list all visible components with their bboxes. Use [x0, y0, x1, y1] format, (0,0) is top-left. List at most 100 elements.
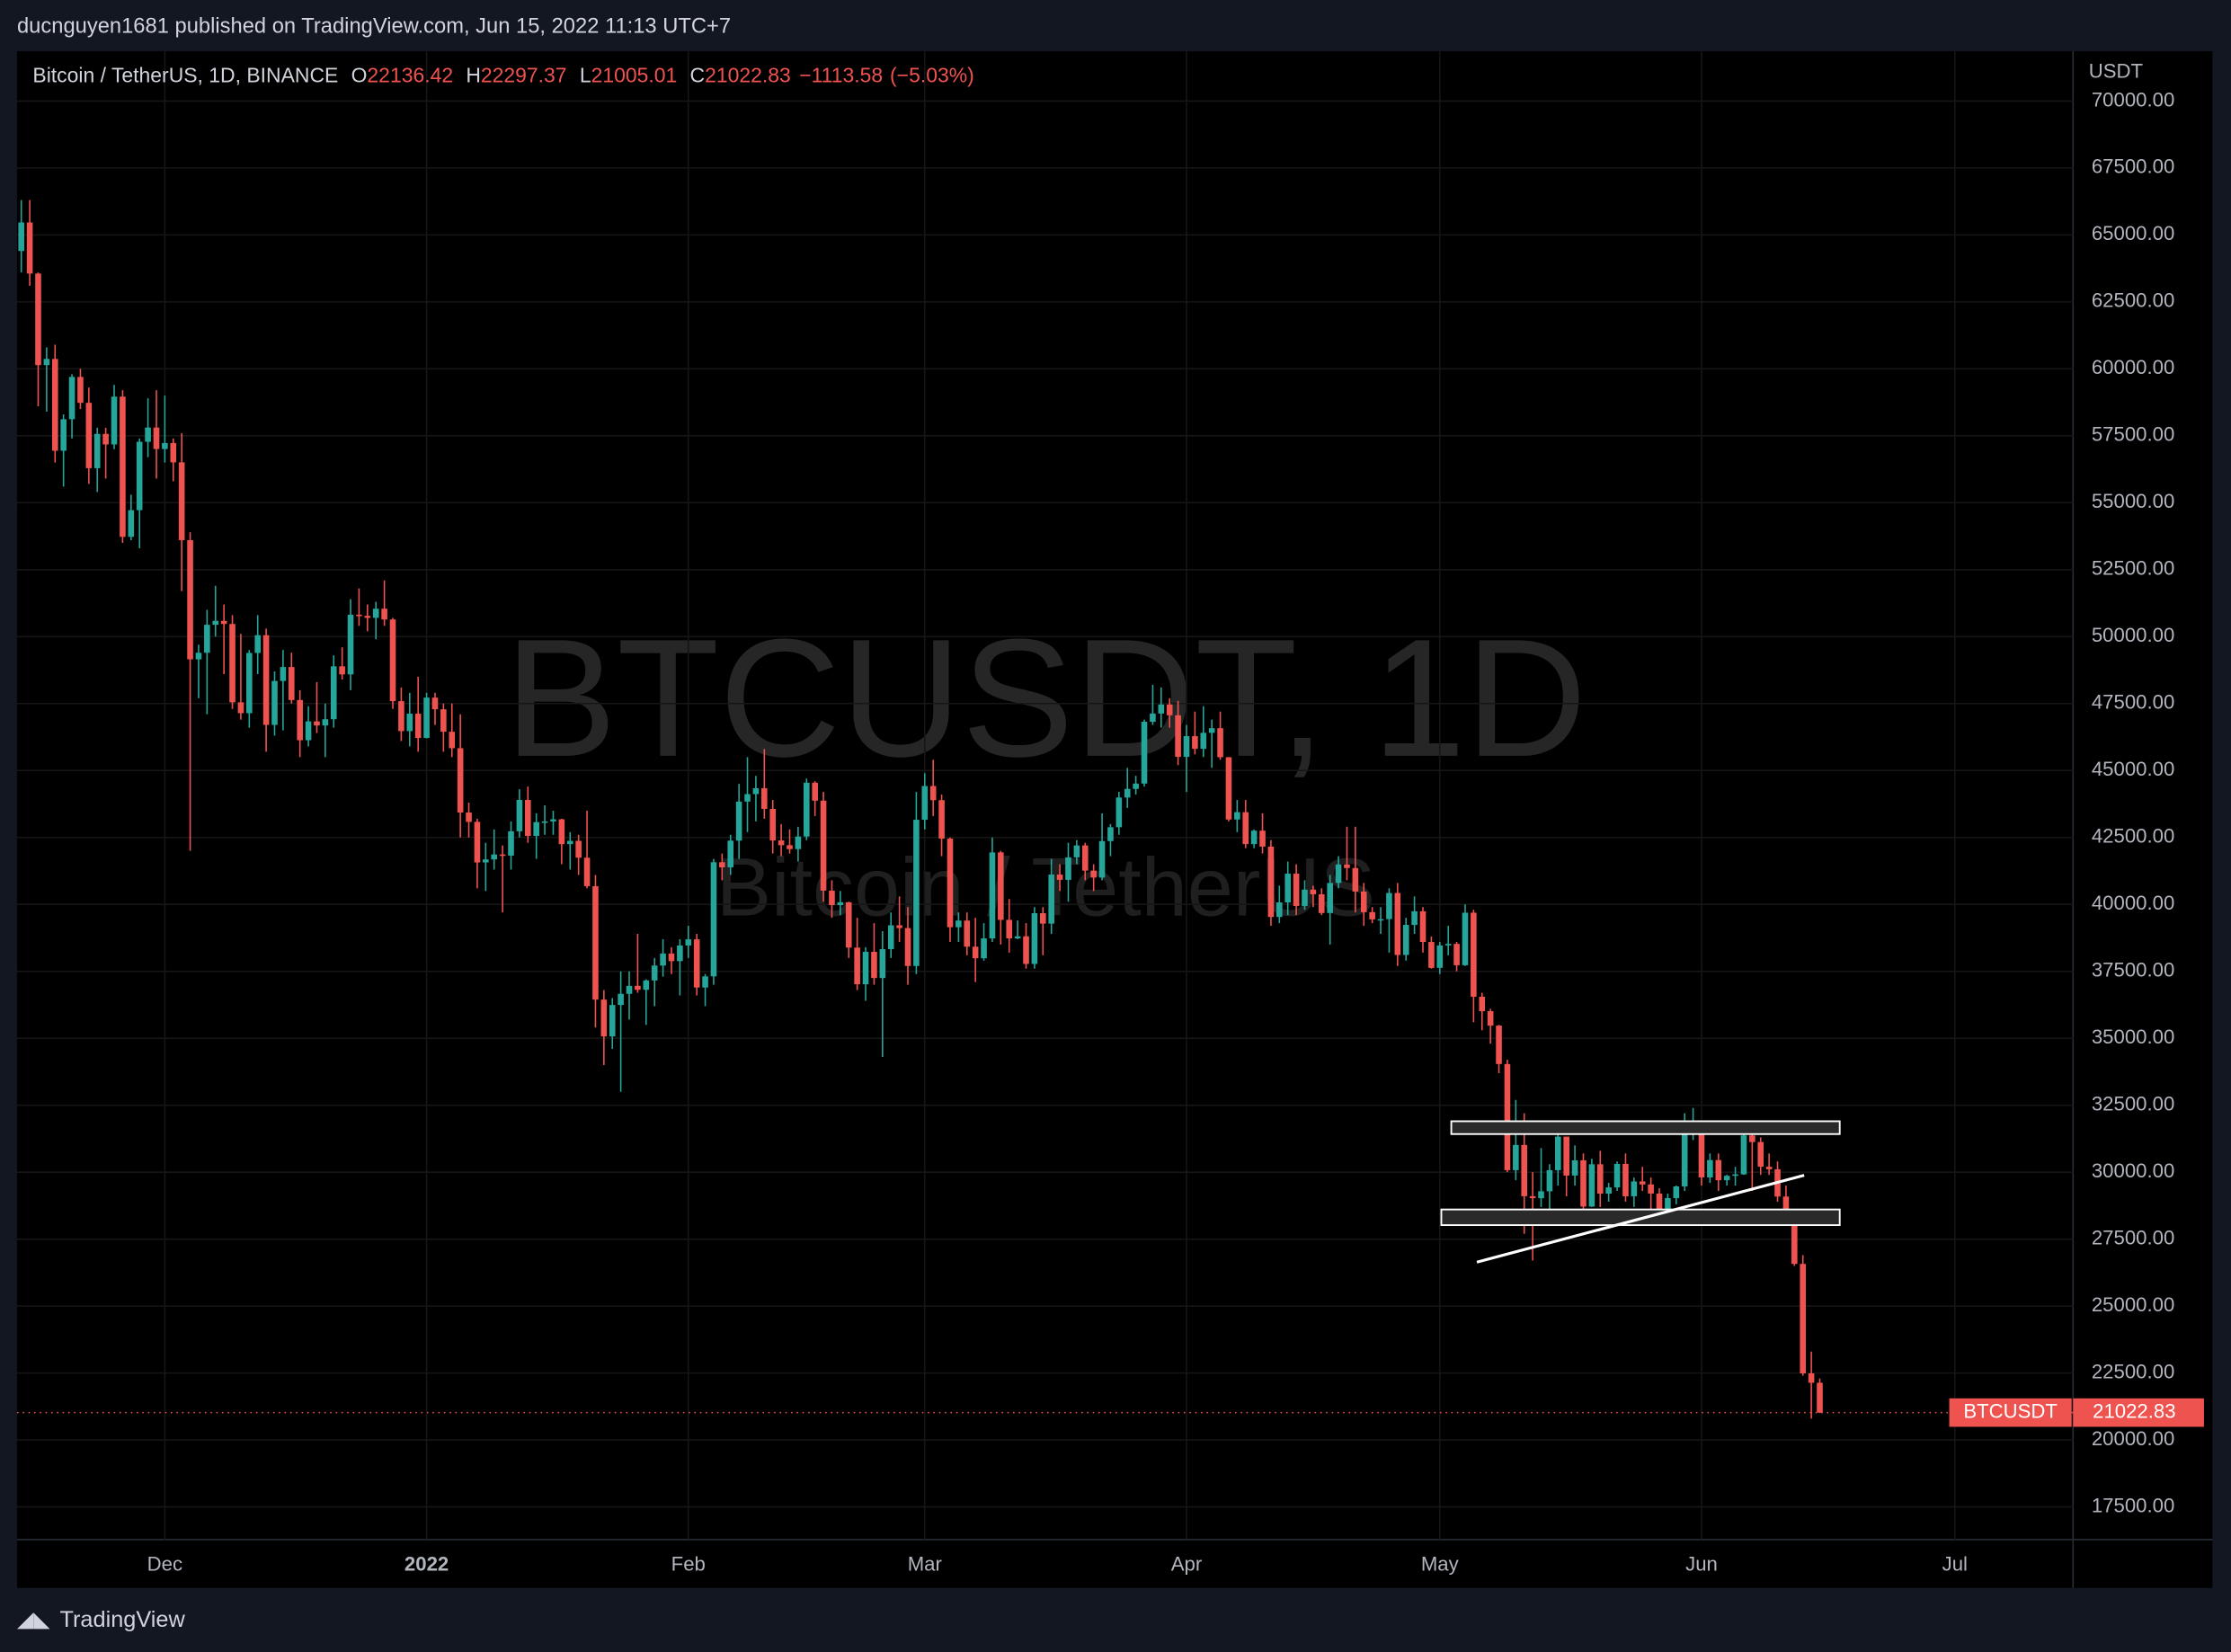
legend-header: Bitcoin / TetherUS, 1D, BINANCE O22136.42…: [32, 64, 973, 87]
candle-body: [195, 653, 202, 660]
candle-body: [339, 666, 345, 675]
candle-body: [904, 928, 911, 966]
candle-body: [60, 419, 67, 451]
y-tick-label: 52500.00: [2092, 557, 2174, 580]
x-tick-label: Dec: [147, 1552, 182, 1575]
candle-body: [1318, 893, 1325, 913]
candle-body: [178, 462, 185, 540]
y-tick-label: 40000.00: [2092, 892, 2174, 914]
candle-body: [1622, 1163, 1629, 1196]
candle-body: [1217, 728, 1223, 758]
candle-body: [204, 625, 210, 653]
candle-body: [575, 840, 582, 858]
brand: TradingView: [59, 1607, 185, 1632]
candle-body: [1588, 1164, 1595, 1207]
ohlc-key: L: [580, 64, 591, 87]
candle-body: [305, 721, 312, 741]
candle-body: [1673, 1186, 1680, 1199]
candle-body: [837, 901, 844, 905]
y-tick-label: 35000.00: [2092, 1026, 2174, 1048]
candle-body: [516, 799, 523, 831]
candle-body: [102, 433, 109, 445]
candle-body: [947, 839, 954, 928]
candle-body: [1276, 902, 1283, 918]
candle-body: [1462, 912, 1469, 965]
candle-body: [449, 732, 456, 749]
candle-body: [1141, 722, 1148, 784]
candle-body: [1073, 845, 1080, 857]
symbol: Bitcoin / TetherUS, 1D, BINANCE: [32, 64, 338, 87]
candle-body: [237, 702, 244, 714]
candle-body: [1513, 1144, 1519, 1170]
candle-body: [1377, 919, 1384, 921]
candle-body: [1707, 1159, 1713, 1177]
candle-body: [803, 782, 810, 837]
candle-body: [457, 748, 464, 813]
candle-body: [862, 951, 869, 985]
change: −1113.58: [799, 64, 883, 87]
candle-body: [372, 608, 379, 618]
candle-body: [693, 939, 700, 988]
candle-body: [643, 980, 650, 990]
candle-body: [1006, 919, 1013, 939]
candle-body: [1284, 874, 1291, 903]
candle-body: [93, 433, 101, 468]
candle-body: [1293, 874, 1300, 906]
candle-body: [499, 854, 506, 857]
candle-body: [1116, 797, 1123, 828]
candle-body: [1631, 1181, 1638, 1196]
candle-body: [314, 721, 320, 726]
candle-body: [389, 619, 396, 702]
annotations: [1440, 1120, 1841, 1264]
candle-body: [795, 836, 802, 849]
y-tick-label: 70000.00: [2092, 88, 2174, 111]
candle-body: [1056, 875, 1063, 880]
candle-body: [18, 222, 24, 252]
y-tick-label: 60000.00: [2092, 356, 2174, 378]
candle-body: [1757, 1141, 1764, 1168]
candle-body: [280, 667, 287, 681]
candle-body: [1175, 715, 1181, 758]
candle-body: [1360, 891, 1367, 912]
candle-body: [297, 699, 303, 741]
candle-body: [1098, 840, 1106, 878]
y-tick-label: 20000.00: [2092, 1427, 2174, 1450]
candle-body: [1580, 1159, 1587, 1207]
candle-body: [1090, 870, 1097, 878]
candle-body: [1698, 1124, 1705, 1177]
x-tick-label: May: [1421, 1552, 1460, 1575]
candle-body: [1023, 936, 1029, 964]
candle-body: [1040, 913, 1046, 924]
candle-body: [254, 635, 261, 653]
grid: [16, 50, 2074, 1540]
candle-body: [1791, 1214, 1798, 1265]
candle-body: [1613, 1163, 1621, 1188]
candle-body: [1529, 1195, 1536, 1199]
brand-icon: ◢◣: [17, 1608, 50, 1631]
candle-body: [1419, 910, 1427, 943]
candle-body: [1386, 893, 1392, 919]
candle-body: [229, 624, 236, 703]
y-tick-label: 27500.00: [2092, 1227, 2174, 1249]
candle-body: [1310, 889, 1317, 894]
candle-body: [1782, 1196, 1790, 1215]
y-tick-label: 25000.00: [2092, 1293, 2174, 1316]
candle-body: [913, 820, 920, 966]
candle-body: [1639, 1181, 1646, 1185]
candle-body: [1479, 996, 1486, 1012]
ohlc-value: 21005.01: [591, 64, 678, 87]
candle-body: [1723, 1176, 1730, 1181]
candle-body: [347, 614, 354, 675]
candle-body: [558, 819, 565, 845]
y-tick-label: 67500.00: [2092, 155, 2174, 178]
candle-body: [1715, 1159, 1722, 1181]
y-tick-label: 45000.00: [2092, 758, 2174, 780]
candle-body: [533, 822, 539, 837]
y-tick-label: 57500.00: [2092, 423, 2174, 446]
candle-body: [1665, 1198, 1671, 1210]
candle-body: [744, 794, 751, 802]
candle-body: [1402, 925, 1409, 955]
candle-body: [508, 830, 514, 856]
symbol-tag: BTCUSDT: [1963, 1399, 2058, 1422]
